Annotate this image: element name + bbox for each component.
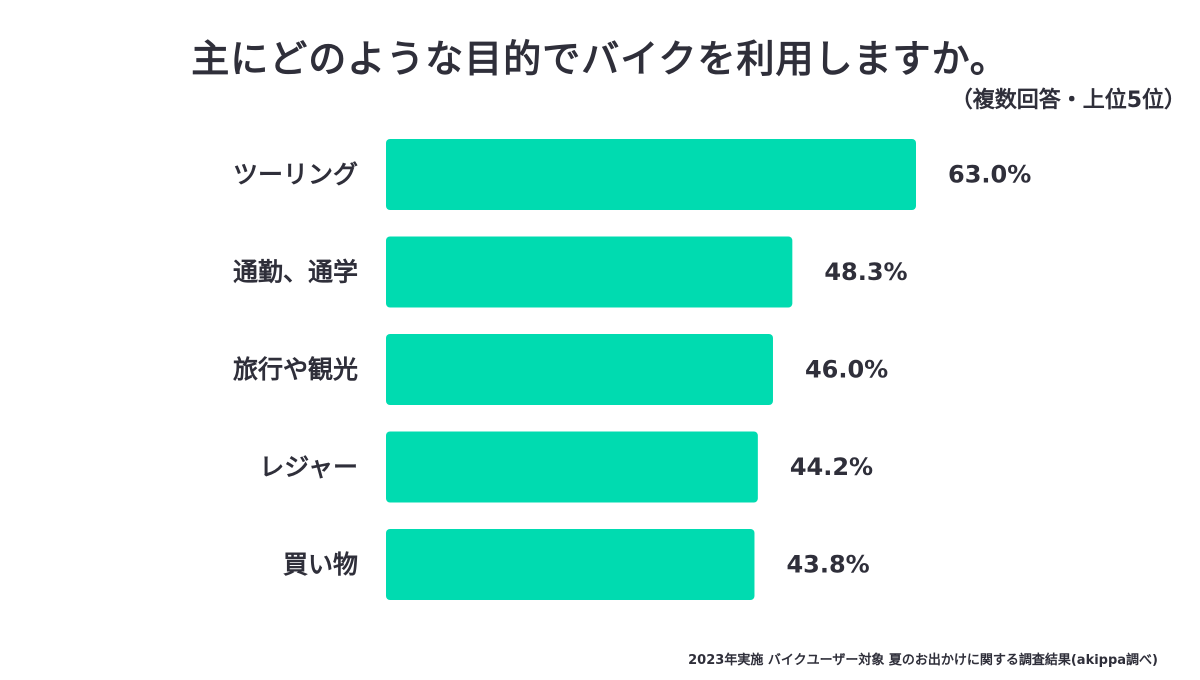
- value-label-5: 43.8%: [786, 551, 869, 579]
- value-label-4: 44.2%: [790, 453, 873, 481]
- source-footnote: 2023年実施 バイクユーザー対象 夏のお出かけに関する調査結果(akippa調…: [688, 653, 1158, 668]
- chart-subtitle: （複数回答・上位5位）: [950, 88, 1186, 113]
- category-label-3: 旅行や観光: [233, 355, 358, 384]
- chart-title: 主にどのような目的でバイクを利用しますか。: [191, 37, 1009, 81]
- bar-3: [386, 334, 773, 405]
- value-label-1: 63.0%: [948, 161, 1031, 189]
- category-label-2: 通勤、通学: [233, 258, 358, 287]
- category-label-4: レジャー: [259, 453, 358, 482]
- bar-5: [386, 529, 755, 600]
- bar-4: [386, 431, 758, 503]
- bar-1: [386, 139, 916, 210]
- category-label-1: ツーリング: [233, 160, 358, 189]
- value-label-3: 46.0%: [805, 356, 888, 384]
- bar-2: [386, 236, 793, 308]
- category-label-5: 買い物: [283, 550, 358, 579]
- value-label-2: 48.3%: [824, 258, 907, 286]
